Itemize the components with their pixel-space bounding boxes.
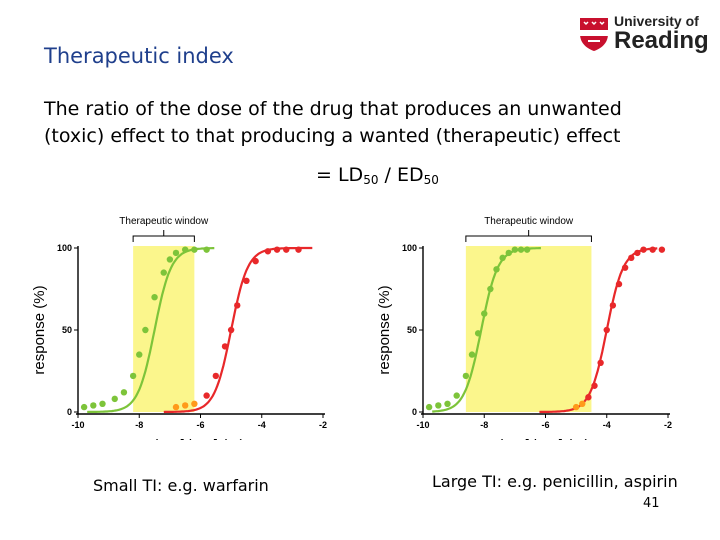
therapeutic-point [493,266,500,273]
toxic-point [181,402,189,409]
therapeutic-point [517,246,525,253]
toxic-point [634,249,641,257]
crest-icon [580,18,608,51]
toxic-point [273,246,281,253]
toxic-point [640,246,647,253]
caption-small-ti: Small TI: e.g. warfarin [93,476,269,495]
chart-large-ti: Therapeutic window -10 -8 -6 -4 -2 0 50 100 log [… [376,216,672,440]
therapeutic-point [166,256,174,263]
therapeutic-point [435,402,442,409]
y-tick-label: 0 [67,407,72,417]
y-tick-label: 0 [412,407,417,417]
x-tick-label: -4 [603,420,611,430]
toxic-point [591,382,598,389]
chart-small-ti: Therapeutic window -10 -8 -6 -4 -2 0 50 100 log [… [31,216,327,440]
toxic-point [203,392,210,399]
x-tick-label: -10 [71,420,84,430]
therapeutic-point [481,310,488,317]
x-tick-label: -10 [416,420,429,430]
x-tick-label: -4 [258,420,266,430]
caption-large-ti: Large TI: e.g. penicillin, aspirin [432,472,678,491]
y-tick-label: 100 [57,243,72,253]
toxic-point [191,400,198,407]
logo-line-2: Reading [614,27,709,54]
toxic-point [585,394,592,401]
toxic-point [234,302,241,309]
toxic-point [615,280,623,288]
x-tick-label: -6 [541,420,549,430]
slide-title: Therapeutic index [44,44,234,68]
toxic-point [579,400,586,407]
toxic-point [621,264,629,271]
therapeutic-point [444,400,451,407]
toxic-point [295,246,302,253]
therapeutic-point [468,351,476,358]
window-label: Therapeutic window [484,216,574,227]
toxic-point [283,246,290,253]
definition-text: The ratio of the dose of the drug that p… [44,98,622,147]
university-logo: University of Reading [578,13,709,56]
therapeutic-point [181,246,189,253]
toxic-point [658,246,666,253]
toxic-point [649,246,656,253]
therapeutic-point [151,294,158,301]
x-tick-label: -8 [480,420,488,430]
therapeutic-point [120,389,128,396]
logo-line-1: University of [614,13,699,29]
toxic-point [252,257,259,265]
therapeutic-point [111,395,118,403]
therapeutic-point [453,392,460,399]
therapeutic-point [203,246,210,253]
toxic-point [172,403,180,411]
therapeutic-point [90,402,97,409]
therapeutic-point [523,246,531,253]
x-tick-label: -2 [664,420,672,430]
toxic-point [603,326,610,334]
toxic-point [628,254,635,262]
toxic-point [597,359,604,366]
therapeutic-point [487,285,494,293]
therapeutic-point [425,403,433,411]
window-bracket [465,235,592,242]
therapeutic-point [499,254,506,262]
formula-sub-ed: 50 [423,173,439,187]
x-tick-label: -2 [319,420,327,430]
formula-sub-ld: 50 [363,173,379,187]
therapeutic-point [462,372,470,380]
therapeutic-point [191,246,198,253]
y-axis-title: response (%) [31,285,48,374]
y-tick-label: 50 [407,325,417,335]
ti-formula: = LD50 / ED50 [316,164,439,187]
therapeutic-point [511,246,519,253]
therapeutic-window-band [465,246,592,412]
therapeutic-point [474,330,482,337]
y-tick-label: 50 [62,325,72,335]
therapeutic-point [160,269,167,276]
toxic-point [227,326,235,334]
therapeutic-point [172,249,180,257]
y-axis-title: response (%) [376,285,393,374]
therapeutic-point [99,400,106,407]
therapeutic-point [80,403,88,411]
x-axis-title: log [drug] (M) [500,437,589,440]
window-label: Therapeutic window [119,216,209,227]
therapeutic-point [136,351,143,358]
toxic-point [212,372,220,380]
toxic-point [221,343,229,350]
window-bracket [132,235,195,242]
x-tick-label: -6 [196,420,204,430]
y-tick-label: 100 [402,243,417,253]
toxic-point [572,403,580,411]
therapeutic-point [142,326,149,334]
x-tick-label: -8 [135,420,143,430]
formula-middle: / ED [378,164,424,186]
formula-prefix: = LD [316,164,364,186]
x-axis-title: log [drug] (M) [155,437,244,440]
page-number: 41 [643,496,660,511]
therapeutic-point [505,249,512,257]
toxic-point [243,277,250,284]
therapeutic-point [129,372,137,380]
toxic-point [609,302,617,309]
toxic-point [264,248,272,255]
